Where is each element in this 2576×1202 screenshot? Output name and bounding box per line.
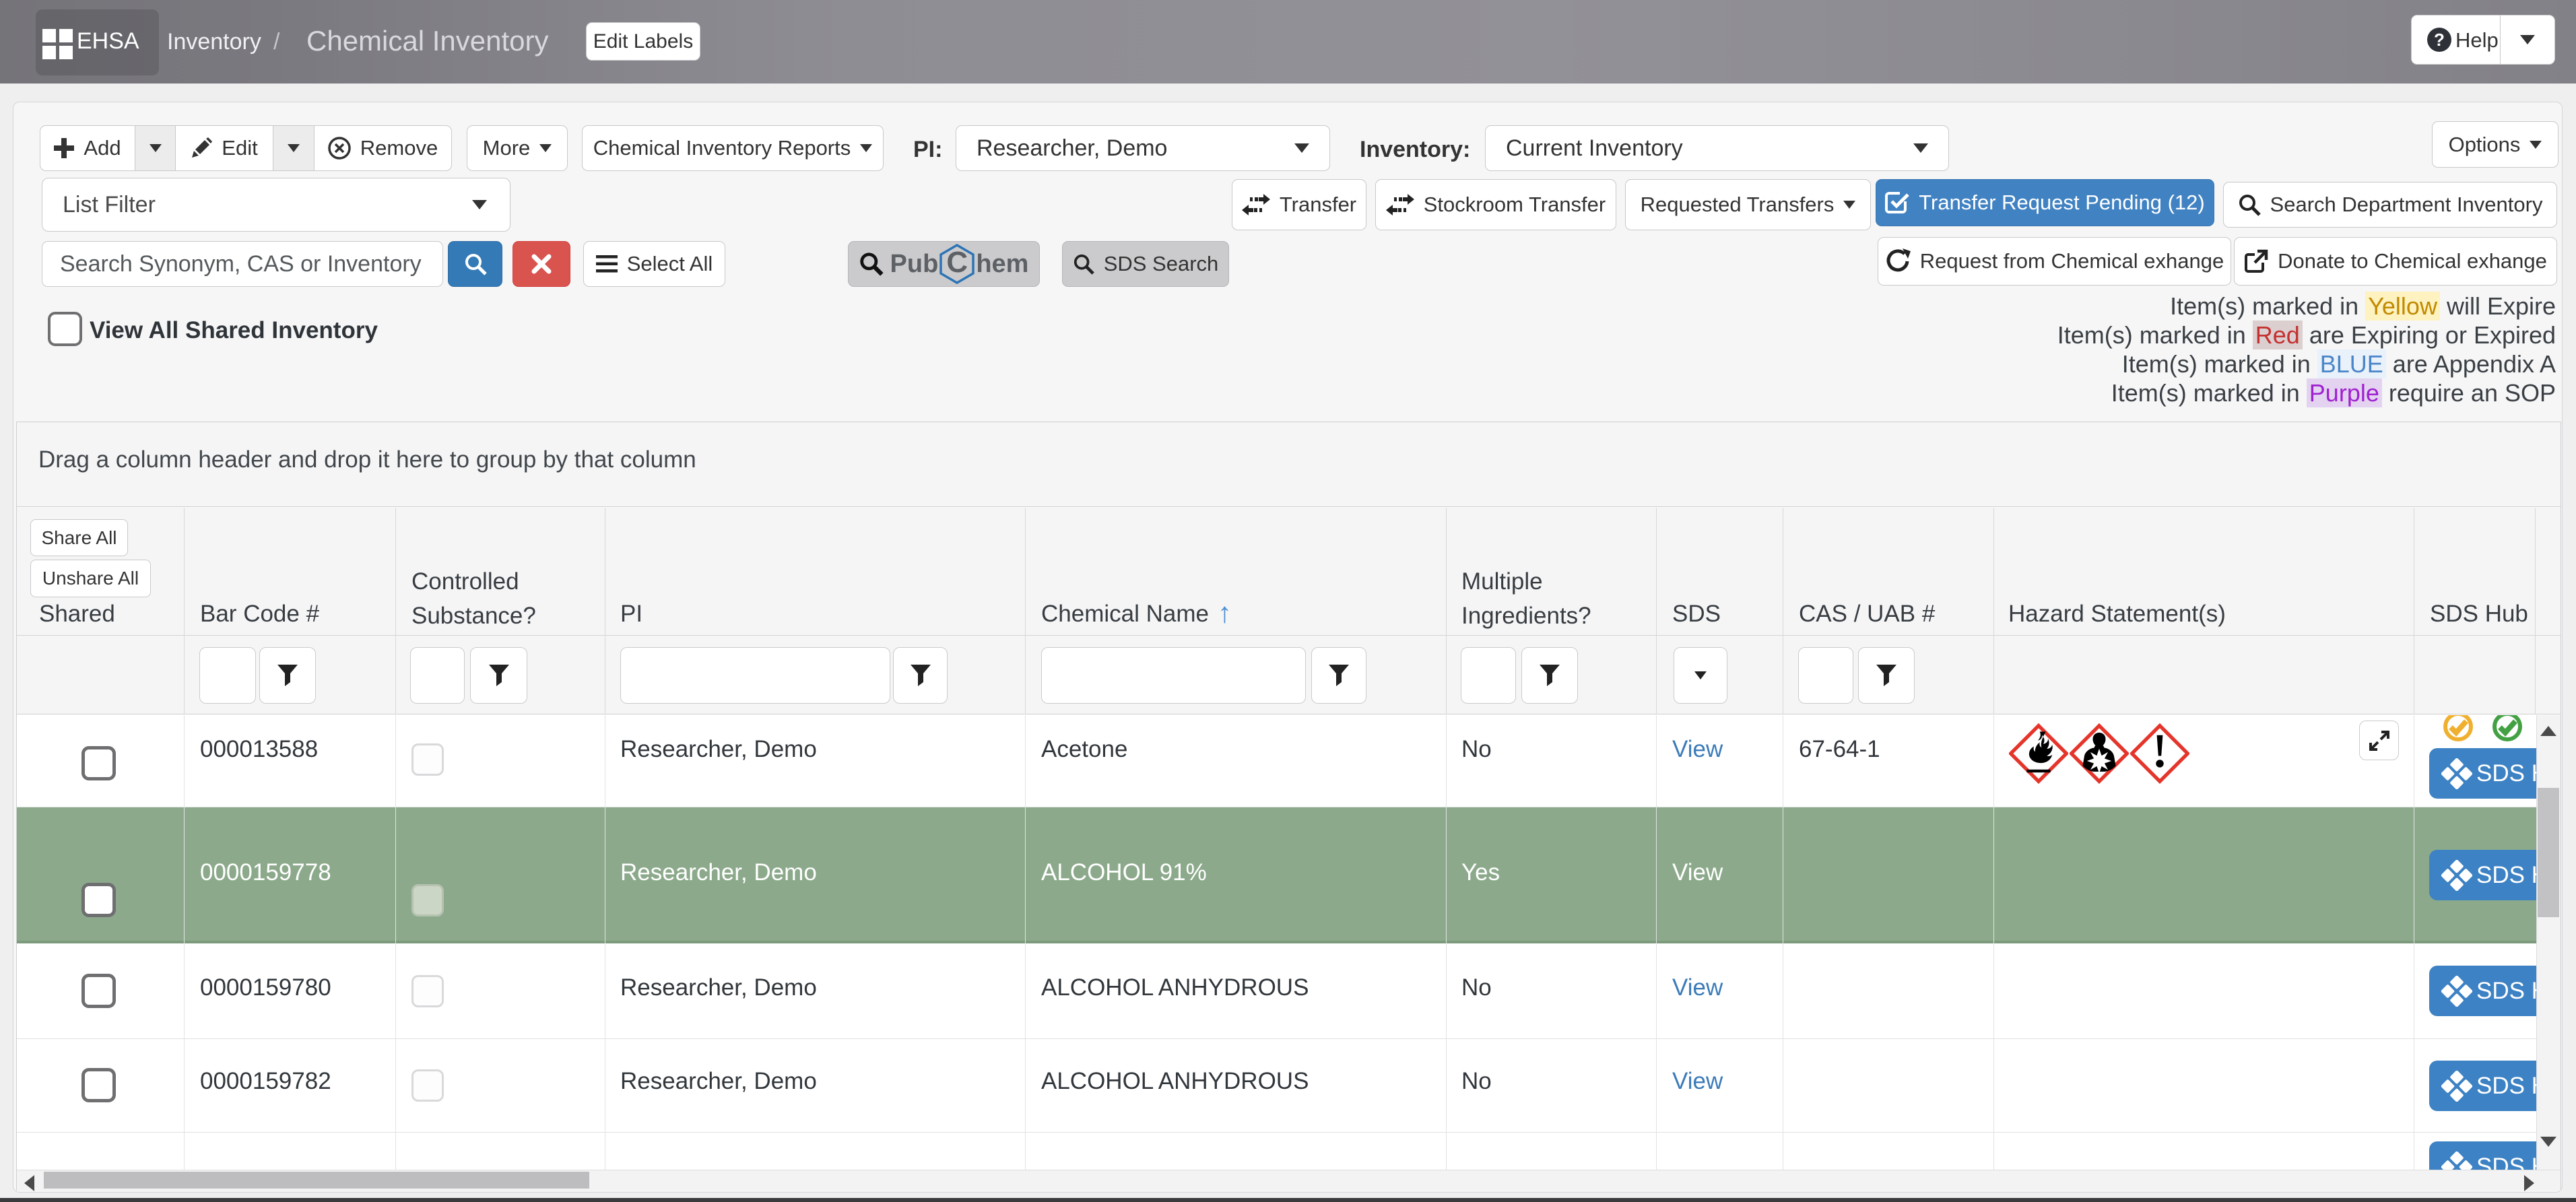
svg-text:?: ? — [2434, 30, 2445, 50]
